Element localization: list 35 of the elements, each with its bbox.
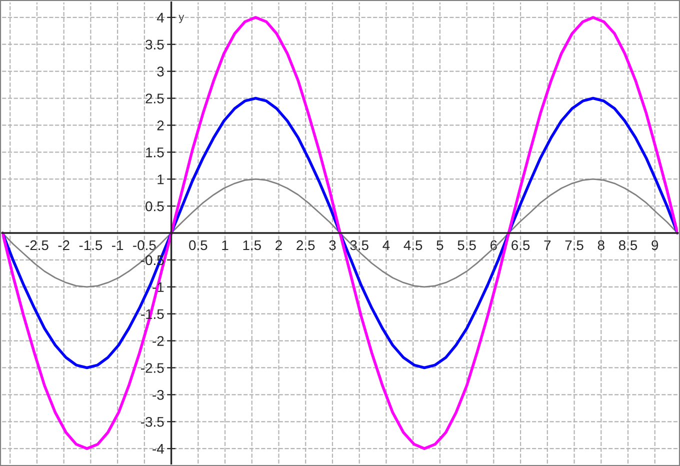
y-tick-label: -2 xyxy=(152,336,164,346)
y-tick-label: 2.5 xyxy=(146,94,164,104)
x-tick-label: 2.5 xyxy=(296,240,315,250)
x-tick-label: 7.5 xyxy=(565,240,584,250)
x-tick-label: 5 xyxy=(436,240,444,250)
x-tick-label: 5.5 xyxy=(458,240,476,250)
y-tick-label: 3.5 xyxy=(146,40,164,50)
x-tick-label: 6.5 xyxy=(512,240,530,250)
x-tick-label: -2 xyxy=(58,240,70,250)
y-tick-label: 4 xyxy=(156,12,164,22)
y-tick-label: -3 xyxy=(152,390,164,400)
x-tick-label: 1 xyxy=(222,240,228,250)
x-tick-label: 9 xyxy=(652,240,658,250)
x-tick-label: 0.5 xyxy=(189,240,208,250)
x-tick-label: 1.5 xyxy=(243,240,261,250)
y-tick-label: -2.5 xyxy=(141,363,164,373)
x-tick-label: -1 xyxy=(112,240,124,250)
x-tick-label: 8.5 xyxy=(618,240,638,250)
y-tick-label: -3.5 xyxy=(141,416,164,427)
y-tick-label: 3 xyxy=(157,66,164,76)
y-axis-title: y xyxy=(178,14,184,24)
x-tick-label: 3 xyxy=(329,240,336,250)
x-tick-label: -2.5 xyxy=(26,240,48,250)
y-tick-label: 2 xyxy=(157,120,164,130)
y-tick-label: -4 xyxy=(152,444,164,454)
y-tick-label: 1 xyxy=(158,174,164,184)
x-tick-label: 7 xyxy=(544,240,551,250)
x-tick-label: 8 xyxy=(598,240,604,250)
x-tick-label: 4 xyxy=(382,240,390,250)
x-tick-label: 4.5 xyxy=(404,240,422,250)
x-tick-label: -1.5 xyxy=(79,240,102,250)
x-tick-label: -0.5 xyxy=(133,240,156,250)
y-tick-label: 0.5 xyxy=(146,201,164,212)
y-tick-label: 1.5 xyxy=(146,148,164,158)
x-tick-label: 2 xyxy=(276,240,282,250)
